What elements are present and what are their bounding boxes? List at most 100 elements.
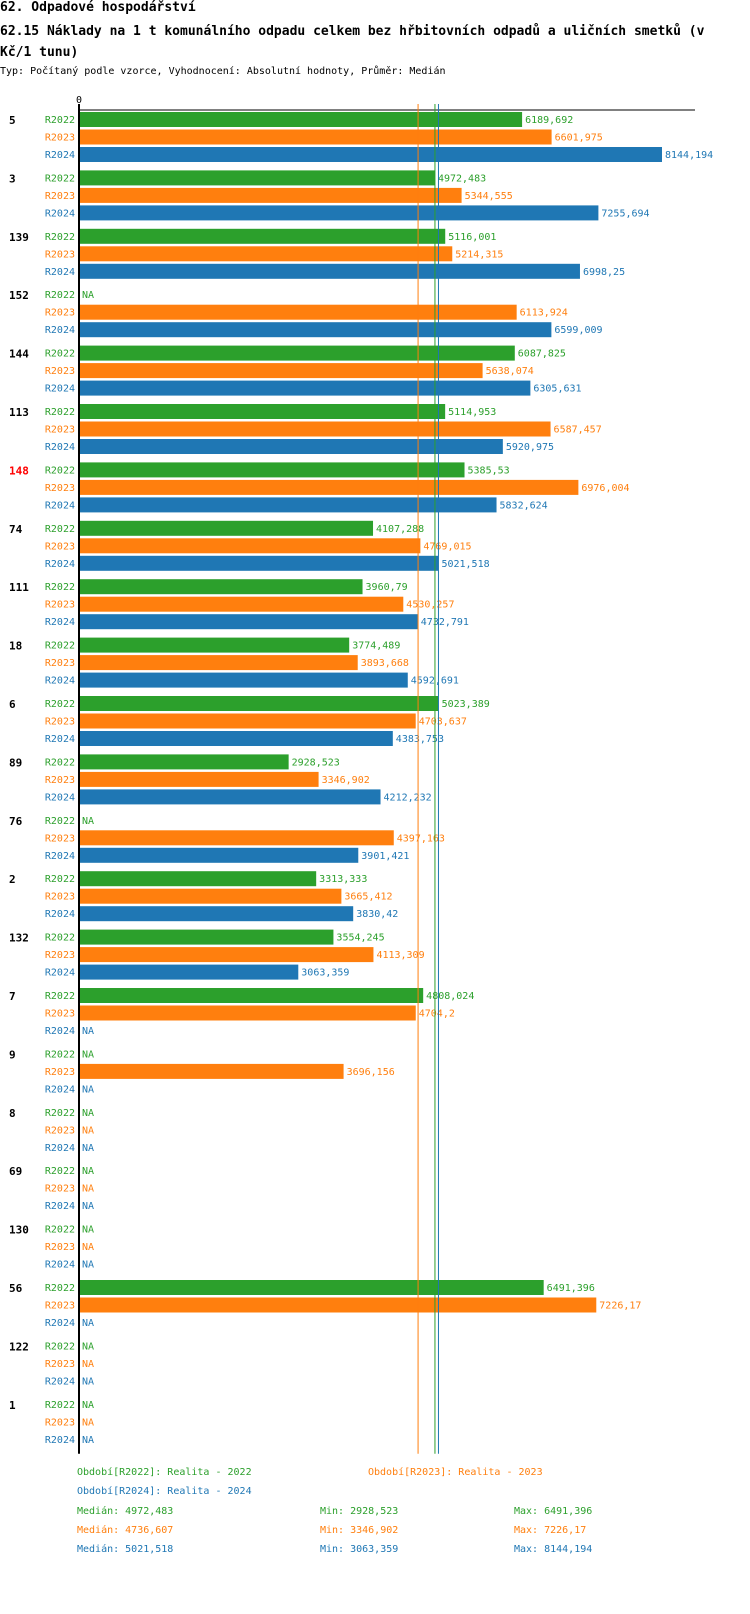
- bar: [79, 888, 342, 904]
- bar-chart: 0 5 R2022 6189,692 R2023 6601,975 R2024 8144,19…: [9, 95, 713, 1454]
- series-label: R2024: [45, 1376, 75, 1387]
- na-label: NA: [82, 1359, 94, 1370]
- data-label: 5385,53: [468, 465, 510, 476]
- bar: [79, 614, 418, 630]
- series-label: R2023: [45, 950, 75, 961]
- series-label: R2022: [45, 173, 75, 184]
- data-label: 5832,624: [500, 500, 548, 511]
- data-label: 5114,953: [448, 407, 496, 418]
- series-label: R2022: [45, 1108, 75, 1119]
- category-label: 3: [9, 172, 16, 185]
- na-label: NA: [82, 1184, 94, 1195]
- na-label: NA: [82, 1417, 94, 1428]
- series-label: R2022: [45, 115, 75, 126]
- data-label: 4769,015: [423, 541, 471, 552]
- data-label: 6587,457: [554, 425, 602, 436]
- series-label: R2024: [45, 384, 75, 395]
- bar: [79, 964, 299, 980]
- series-label: R2022: [45, 1049, 75, 1060]
- data-label: 4383,753: [396, 734, 444, 745]
- data-label: 6998,25: [583, 267, 625, 278]
- na-label: NA: [82, 1341, 94, 1352]
- na-label: NA: [82, 1108, 94, 1119]
- bar: [79, 929, 334, 945]
- category-label: 139: [9, 231, 29, 244]
- bar: [79, 988, 424, 1003]
- series-label: R2022: [45, 1341, 75, 1352]
- series-label: R2023: [45, 249, 75, 260]
- data-label: 3696,156: [347, 1067, 395, 1078]
- series-label: R2024: [45, 150, 75, 161]
- na-label: NA: [82, 1242, 94, 1253]
- na-label: NA: [82, 1435, 94, 1446]
- data-label: 2928,523: [292, 757, 340, 768]
- bar: [79, 847, 359, 863]
- data-label: 6113,924: [520, 308, 568, 319]
- series-label: R2022: [45, 465, 75, 476]
- data-label: 6305,631: [533, 384, 581, 395]
- legend-median-r2022: Medián: 4972,483: [77, 1506, 174, 1517]
- bar: [79, 771, 319, 787]
- data-label: 3893,668: [361, 658, 409, 669]
- series-label: R2022: [45, 349, 75, 360]
- data-label: 4972,483: [438, 173, 486, 184]
- na-label: NA: [82, 1084, 94, 1095]
- series-label: R2024: [45, 208, 75, 219]
- data-label: 6087,825: [518, 349, 566, 360]
- chart-subtitle: Typ: Počítaný podle vzorce, Vyhodnocení:…: [0, 66, 446, 77]
- category-label: 132: [9, 932, 29, 945]
- series-label: R2022: [45, 933, 75, 944]
- data-label: 6491,396: [547, 1283, 595, 1294]
- bar: [79, 205, 599, 221]
- series-label: R2022: [45, 1225, 75, 1236]
- bar: [79, 363, 483, 379]
- series-label: R2024: [45, 1026, 75, 1037]
- data-label: 5021,518: [441, 559, 489, 570]
- data-label: 7226,17: [599, 1301, 641, 1312]
- category-label: 76: [9, 815, 23, 828]
- series-label: R2022: [45, 582, 75, 593]
- bar: [79, 187, 462, 203]
- category-label: 74: [9, 523, 23, 536]
- series-label: R2023: [45, 308, 75, 319]
- series-label: R2023: [45, 133, 75, 144]
- category-label: 130: [9, 1224, 29, 1237]
- bar: [79, 322, 552, 338]
- category-label: 152: [9, 289, 29, 302]
- series-label: R2022: [45, 991, 75, 1002]
- series-label: R2022: [45, 757, 75, 768]
- data-label: 4107,288: [376, 524, 424, 535]
- bar: [79, 462, 465, 478]
- series-label: R2022: [45, 699, 75, 710]
- bar: [79, 1005, 416, 1021]
- bar: [79, 1280, 544, 1295]
- legend-max-r2022: Max: 6491,396: [514, 1506, 593, 1517]
- series-label: R2023: [45, 1301, 75, 1312]
- na-label: NA: [82, 1318, 94, 1329]
- na-label: NA: [82, 1143, 94, 1154]
- series-label: R2024: [45, 267, 75, 278]
- series-label: R2024: [45, 1435, 75, 1446]
- series-label: R2023: [45, 1184, 75, 1195]
- data-label: 5023,389: [442, 699, 490, 710]
- legend-min-r2022: Min: 2928,523: [320, 1506, 399, 1517]
- series-label: R2023: [45, 600, 75, 611]
- category-label: 113: [9, 406, 29, 419]
- series-label: R2023: [45, 1242, 75, 1253]
- data-label: 5344,555: [465, 191, 513, 202]
- series-label: R2024: [45, 968, 75, 979]
- series-label: R2023: [45, 1359, 75, 1370]
- bar: [79, 147, 662, 162]
- series-label: R2022: [45, 232, 75, 243]
- category-label: 7: [9, 990, 16, 1003]
- data-label: 4732,791: [421, 617, 469, 628]
- bar: [79, 789, 381, 805]
- series-label: R2024: [45, 559, 75, 570]
- series-label: R2023: [45, 483, 75, 494]
- legend-period-r2022: Období[R2022]: Realita - 2022: [77, 1467, 252, 1478]
- bar: [79, 112, 523, 127]
- bar: [79, 830, 394, 846]
- bar: [79, 906, 354, 922]
- series-label: R2024: [45, 500, 75, 511]
- series-label: R2023: [45, 775, 75, 786]
